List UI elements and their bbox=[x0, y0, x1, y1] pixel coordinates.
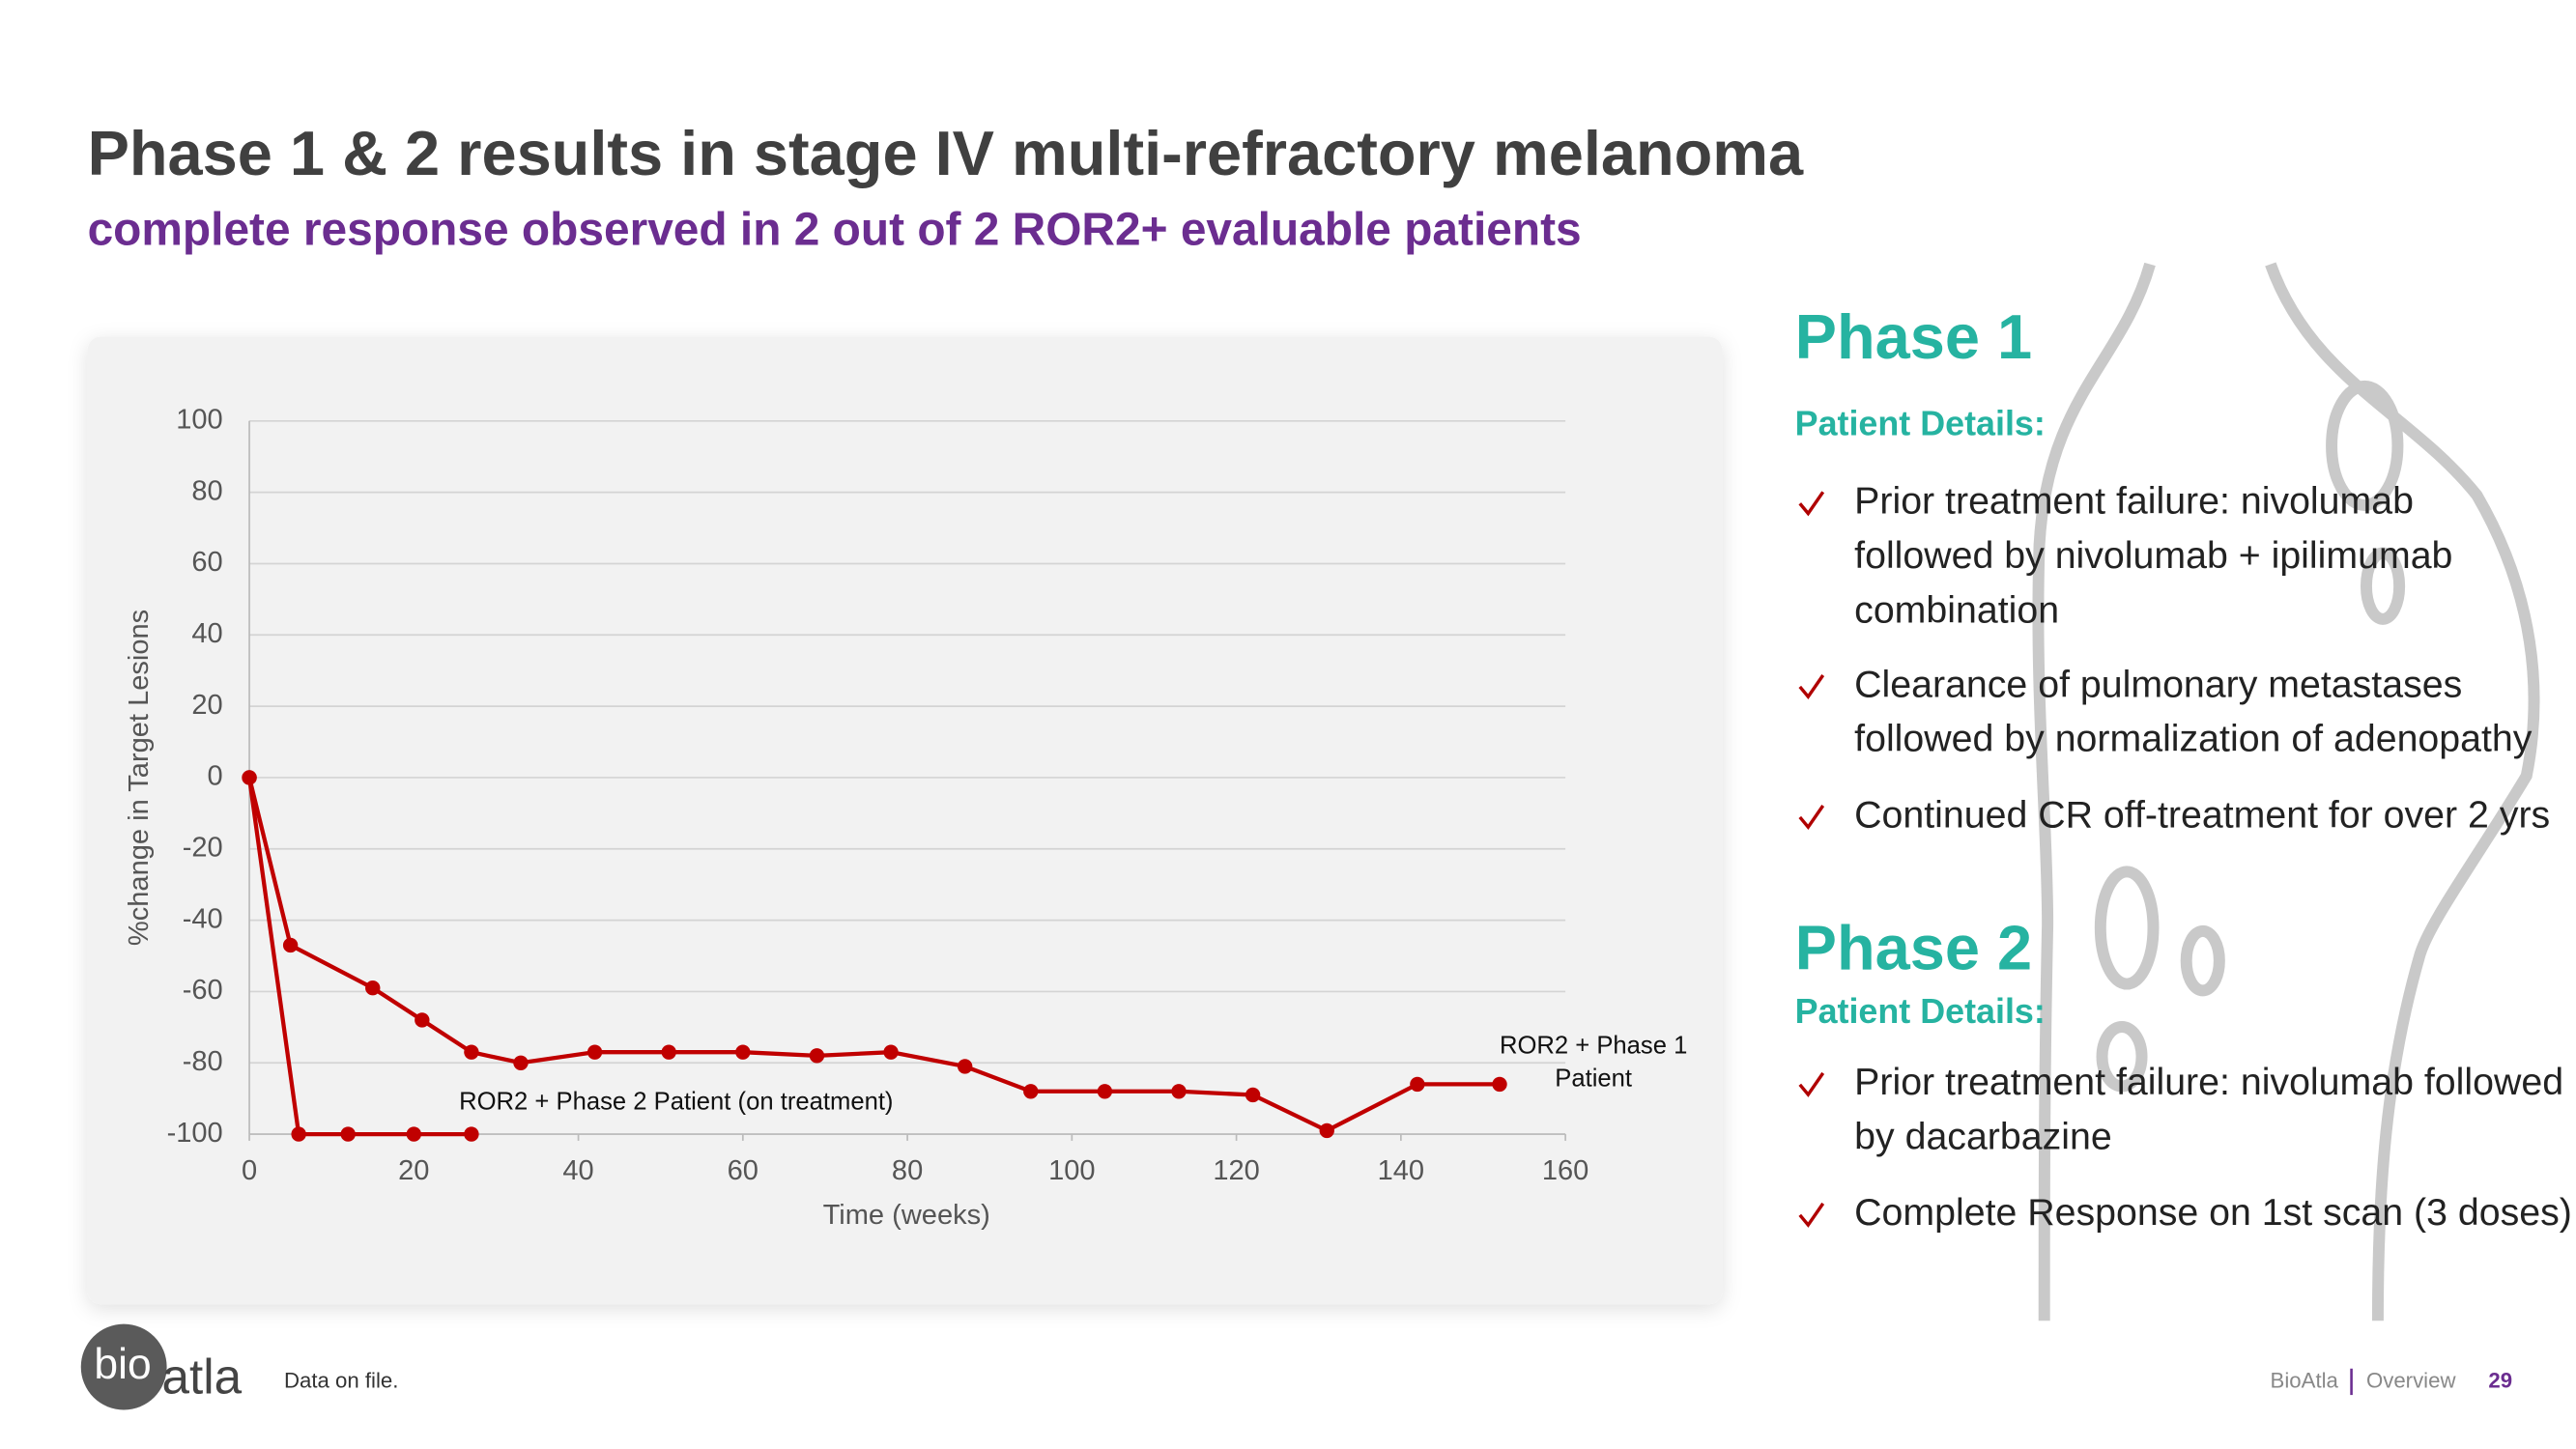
bullet-text: followed by nivolumab + ipilimumab bbox=[1854, 534, 2452, 577]
x-tick-label: 0 bbox=[242, 1155, 257, 1186]
y-tick-label: -60 bbox=[183, 975, 223, 1006]
subtitle: complete response observed in 2 out of 2… bbox=[88, 205, 1582, 256]
y-axis-title: %change in Target Lesions bbox=[124, 610, 155, 946]
bullet-text: Complete Response on 1st scan (3 doses) bbox=[1854, 1191, 2572, 1234]
data-point bbox=[809, 1048, 825, 1064]
data-point bbox=[587, 1044, 603, 1060]
data-point bbox=[883, 1044, 899, 1060]
data-point bbox=[1023, 1084, 1039, 1099]
logo-mark bbox=[80, 1323, 167, 1410]
bullet-text: Clearance of pulmonary metastases bbox=[1854, 663, 2462, 705]
data-point bbox=[415, 1012, 430, 1028]
data-point bbox=[1171, 1084, 1187, 1099]
x-axis-title: Time (weeks) bbox=[823, 1200, 990, 1231]
data-point bbox=[1410, 1076, 1425, 1093]
check-icon bbox=[1798, 805, 1825, 831]
bullet-text: Prior treatment failure: nivolumab follo… bbox=[1854, 1061, 2563, 1103]
footer-brand: BioAtla bbox=[2271, 1368, 2339, 1392]
x-tick-label: 120 bbox=[1213, 1155, 1259, 1186]
title: Phase 1 & 2 results in stage IV multi-re… bbox=[88, 118, 1804, 188]
annotation: ROR2 + Phase 2 Patient (on treatment) bbox=[459, 1088, 893, 1115]
x-tick-label: 60 bbox=[728, 1155, 758, 1186]
data-point bbox=[1097, 1084, 1113, 1099]
data-point bbox=[513, 1055, 529, 1070]
x-tick-label: 100 bbox=[1048, 1155, 1095, 1186]
x-tick-label: 20 bbox=[398, 1155, 429, 1186]
bullet-text: by dacarbazine bbox=[1854, 1116, 2112, 1158]
body-outline bbox=[2032, 262, 2540, 1321]
x-tick-label: 160 bbox=[1542, 1155, 1589, 1186]
y-tick-label: 0 bbox=[208, 761, 223, 792]
y-tick-label: -100 bbox=[167, 1118, 223, 1149]
data-point bbox=[340, 1126, 356, 1142]
data-point bbox=[661, 1044, 676, 1060]
bullet-text: Continued CR off-treatment for over 2 yr… bbox=[1854, 793, 2550, 836]
chart: -100 -80 -60 -40 -20 0 20 40 60 80 100 0 20 40 60 80 100… bbox=[167, 404, 1589, 1186]
right-panel: Phase 1 Patient Details: Phase 2 Patient… bbox=[1795, 301, 2572, 1234]
logo-text: atla bbox=[161, 1349, 242, 1404]
y-tick-label: -40 bbox=[183, 903, 223, 934]
details-heading: Patient Details: bbox=[1795, 404, 2046, 442]
data-point bbox=[282, 937, 299, 953]
bullet-text: Prior treatment failure: nivolumab bbox=[1854, 480, 2414, 523]
logo-text: bio bbox=[94, 1341, 151, 1388]
data-point bbox=[365, 980, 381, 996]
check-icon bbox=[1798, 1071, 1825, 1097]
annotation: Patient bbox=[1555, 1065, 1632, 1092]
x-tick-label: 40 bbox=[562, 1155, 593, 1186]
bullet-text: combination bbox=[1854, 588, 2059, 631]
bullet-text: followed by normalization of adenopathy bbox=[1854, 718, 2533, 760]
data-point bbox=[1319, 1122, 1334, 1139]
y-tick-label: -80 bbox=[183, 1046, 223, 1077]
footer-section: Overview bbox=[2366, 1368, 2456, 1392]
data-point bbox=[291, 1126, 306, 1142]
page-number: 29 bbox=[2488, 1368, 2512, 1392]
y-tick-label: 60 bbox=[191, 547, 222, 578]
data-point bbox=[464, 1044, 479, 1060]
data-point bbox=[735, 1044, 751, 1060]
footnote: Data on file. bbox=[284, 1368, 399, 1392]
phase-title: Phase 2 bbox=[1795, 912, 2032, 982]
annotation: ROR2 + Phase 1 bbox=[1500, 1032, 1687, 1059]
data-point bbox=[464, 1126, 479, 1142]
y-tick-label: -20 bbox=[183, 832, 223, 863]
y-tick-label: 40 bbox=[191, 618, 222, 649]
y-tick-label: 20 bbox=[191, 690, 222, 721]
phase-title: Phase 1 bbox=[1795, 301, 2032, 372]
data-point bbox=[957, 1059, 973, 1074]
data-point bbox=[242, 770, 257, 785]
y-tick-label: 80 bbox=[191, 475, 222, 506]
data-point bbox=[406, 1126, 422, 1142]
check-icon bbox=[1798, 1202, 1825, 1228]
data-point bbox=[1492, 1076, 1507, 1093]
x-tick-label: 140 bbox=[1378, 1155, 1424, 1186]
data-point bbox=[1245, 1087, 1261, 1103]
details-heading: Patient Details: bbox=[1795, 992, 2046, 1031]
check-icon bbox=[1798, 491, 1825, 517]
check-icon bbox=[1798, 674, 1825, 700]
x-tick-label: 80 bbox=[892, 1155, 923, 1186]
y-tick-label: 100 bbox=[176, 404, 222, 435]
